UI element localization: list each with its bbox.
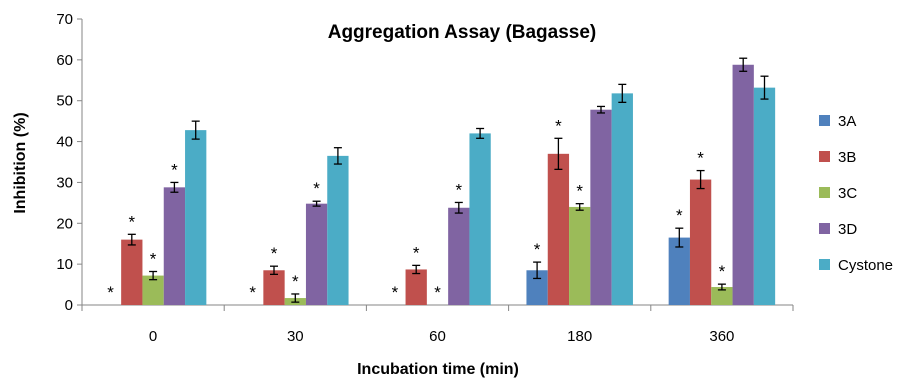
legend-label-cystone: Cystone <box>838 257 893 274</box>
bar-cystone-60 <box>469 133 491 305</box>
y-tick-label: 20 <box>56 215 73 232</box>
x-tick-label: 180 <box>567 328 592 345</box>
bar-3b-0 <box>121 239 143 305</box>
significance-marker: * <box>719 262 726 281</box>
x-tick-label: 0 <box>149 328 157 345</box>
significance-marker: * <box>271 244 278 263</box>
bar-3b-360 <box>689 179 712 305</box>
bar-3a-180 <box>526 270 548 305</box>
x-tick-label: 30 <box>287 328 304 345</box>
significance-marker: * <box>292 272 299 291</box>
y-tick-label: 30 <box>56 174 73 191</box>
bar-cystone-30 <box>327 155 349 305</box>
y-tick-label: 70 <box>56 11 73 28</box>
legend-swatch-3b <box>819 151 830 162</box>
legend: 3A 3B 3C 3D Cystone <box>819 113 893 274</box>
y-tick-label: 40 <box>56 134 73 151</box>
significance-marker: * <box>313 179 320 198</box>
bar-3c-360 <box>711 287 733 305</box>
legend-label-3d: 3D <box>838 221 857 238</box>
significance-marker: * <box>413 243 420 262</box>
bar-cystone-0 <box>185 130 207 305</box>
bar-3c-180 <box>569 206 591 305</box>
legend-label-3b: 3B <box>838 149 856 166</box>
legend-swatch-3d <box>819 223 830 234</box>
plot-area: 0 10 20 30 40 50 60 70 0 * * * * 30 * * * * 60 * * * * 180 * * * 36… <box>56 11 794 345</box>
bar-3d-360 <box>732 64 754 305</box>
x-tick-label: 360 <box>709 328 734 345</box>
bar-3c-0 <box>142 275 164 305</box>
significance-marker: * <box>392 283 399 302</box>
significance-marker: * <box>434 283 441 302</box>
bar-3b-30 <box>263 270 285 305</box>
significance-marker: * <box>249 283 256 302</box>
significance-marker: * <box>534 240 541 259</box>
bar-3d-180 <box>590 109 612 306</box>
bar-3b-180 <box>547 153 570 305</box>
significance-marker: * <box>150 249 157 268</box>
legend-label-3c: 3C <box>838 185 857 202</box>
y-tick-label: 0 <box>65 297 73 314</box>
y-tick-label: 10 <box>56 256 73 273</box>
bar-3d-30 <box>305 203 328 305</box>
bar-cystone-180 <box>611 93 633 305</box>
legend-swatch-3a <box>819 115 830 126</box>
bar-cystone-360 <box>753 87 776 305</box>
legend-label-3a: 3A <box>838 113 856 130</box>
legend-swatch-3c <box>819 187 830 198</box>
significance-marker: * <box>555 116 562 135</box>
y-tick-label: 60 <box>56 52 73 69</box>
significance-marker: * <box>455 180 462 199</box>
significance-marker: * <box>107 283 114 302</box>
significance-marker: * <box>676 206 683 225</box>
x-axis-title: Incubation time (min) <box>357 361 519 378</box>
significance-marker: * <box>697 149 704 168</box>
y-axis-title: Inhibition (%) <box>12 112 29 213</box>
significance-marker: * <box>576 182 583 201</box>
significance-marker: * <box>128 212 135 231</box>
bar-3b-60 <box>405 269 427 305</box>
bar-3a-360 <box>668 237 690 305</box>
significance-marker: * <box>171 160 178 179</box>
bar-3d-0 <box>163 187 186 305</box>
x-tick-label: 60 <box>429 328 446 345</box>
chart-title: Aggregation Assay (Bagasse) <box>328 22 597 43</box>
bar-3d-60 <box>448 207 470 305</box>
legend-swatch-cystone <box>819 259 830 270</box>
y-tick-label: 50 <box>56 93 73 110</box>
